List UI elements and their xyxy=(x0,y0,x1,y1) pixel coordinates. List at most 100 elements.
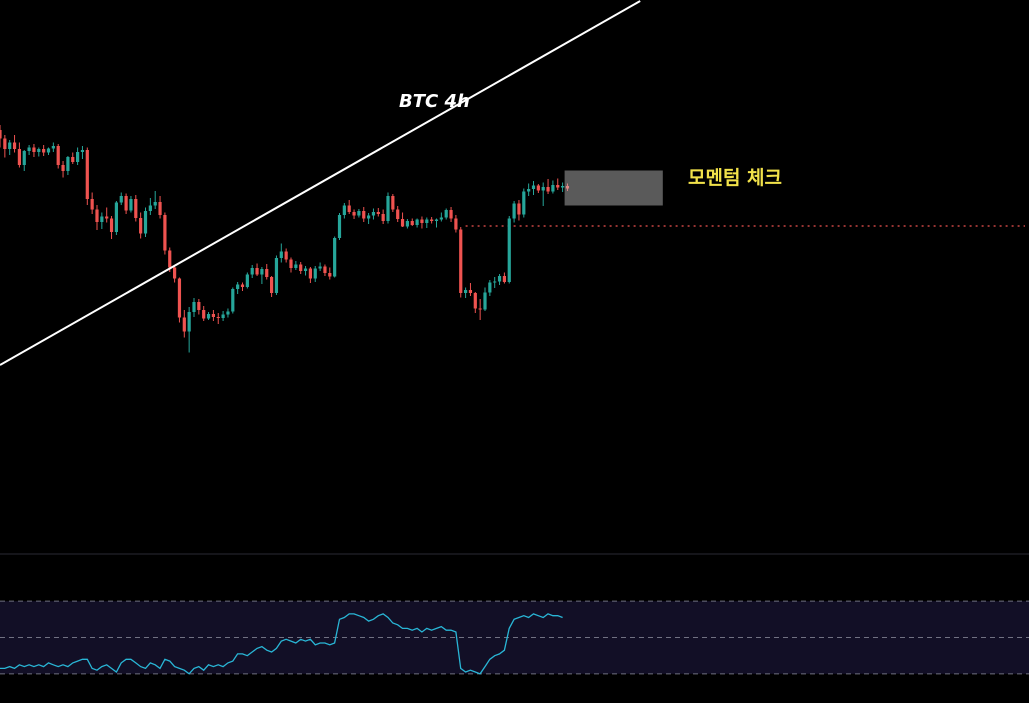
price-pane[interactable]: BTC 4h 모멘텀 체크 xyxy=(0,0,1025,366)
candle-body xyxy=(313,268,317,279)
candle-body xyxy=(434,219,439,221)
candle-body xyxy=(464,290,468,293)
candle-body xyxy=(284,251,288,260)
candle-body xyxy=(352,212,356,216)
candle-body xyxy=(381,214,385,221)
rsi-pane[interactable] xyxy=(0,600,1029,675)
candle-body xyxy=(134,199,138,218)
candle-body xyxy=(551,185,555,192)
candle-body xyxy=(270,277,274,293)
candle-body xyxy=(323,266,327,273)
candle-body xyxy=(12,142,17,149)
candle-body xyxy=(454,218,458,230)
candle-body xyxy=(391,196,395,210)
candle-body xyxy=(119,196,123,203)
candle-body xyxy=(430,219,434,221)
candle-body xyxy=(95,209,99,222)
candle-body xyxy=(27,147,31,151)
candle-body xyxy=(0,130,2,139)
candle-body xyxy=(124,196,128,211)
candle-body xyxy=(337,215,342,238)
candle-body xyxy=(415,219,419,225)
candle-body xyxy=(376,212,380,214)
candle-body xyxy=(502,276,506,282)
candle-body xyxy=(245,274,249,287)
candle-body xyxy=(357,211,361,216)
candle-body xyxy=(206,314,211,319)
candle-body xyxy=(347,205,351,212)
candle-body xyxy=(362,211,366,219)
candle-body xyxy=(250,268,254,275)
candle-body xyxy=(42,149,46,153)
candle-body xyxy=(168,250,172,268)
candle-body xyxy=(226,311,230,315)
candle-body xyxy=(400,219,405,227)
candle-body xyxy=(478,308,482,310)
rsi-line xyxy=(0,613,563,675)
candle-body xyxy=(265,269,269,277)
candle-body xyxy=(182,317,186,332)
candle-body xyxy=(299,264,303,271)
candle-body xyxy=(488,282,492,293)
candle-body xyxy=(22,151,26,165)
candle-body xyxy=(410,221,414,225)
candle-body xyxy=(236,284,240,289)
candle-body xyxy=(240,284,245,287)
candle-body xyxy=(556,185,560,188)
candle-body xyxy=(536,185,540,191)
candle-body xyxy=(328,273,332,277)
candle-body xyxy=(483,292,487,310)
candle-body xyxy=(507,218,511,282)
candle-body xyxy=(308,268,312,279)
candle-body xyxy=(61,165,65,171)
candlestick-series xyxy=(0,125,570,353)
candle-body xyxy=(405,221,409,227)
candle-body xyxy=(197,302,201,310)
highlight-zone xyxy=(564,170,663,206)
candle-body xyxy=(37,149,41,152)
candle-body xyxy=(221,314,225,318)
candle-body xyxy=(153,202,157,206)
candle-body xyxy=(32,147,36,152)
rsi-level-lines xyxy=(0,600,1029,675)
candle-body xyxy=(71,157,75,162)
candle-body xyxy=(497,276,502,282)
candle-body xyxy=(211,314,215,317)
candle-body xyxy=(289,259,293,268)
candle-body xyxy=(3,138,7,149)
candle-body xyxy=(425,219,429,223)
candle-body xyxy=(541,187,545,191)
momentum-annotation: 모멘텀 체크 xyxy=(688,167,782,189)
candle-body xyxy=(8,142,12,149)
candle-body xyxy=(546,187,550,192)
candle-body xyxy=(105,216,109,219)
candle-body xyxy=(46,148,51,153)
candle-body xyxy=(148,205,152,211)
candle-body xyxy=(255,268,259,275)
candle-body xyxy=(449,210,453,219)
candle-body xyxy=(139,218,143,234)
trend-line[interactable] xyxy=(0,0,641,366)
candle-body xyxy=(76,152,80,162)
candle-body xyxy=(303,268,308,271)
candle-body xyxy=(158,202,162,215)
candle-body xyxy=(177,278,182,318)
candle-body xyxy=(396,209,400,219)
candle-body xyxy=(342,205,346,215)
candle-body xyxy=(163,215,167,251)
candle-body xyxy=(56,146,60,165)
candle-body xyxy=(109,218,114,232)
candle-body xyxy=(565,186,570,189)
candle-body xyxy=(367,215,371,219)
candle-body xyxy=(274,258,279,293)
candle-body xyxy=(512,203,516,219)
candle-body xyxy=(318,266,322,269)
candle-body xyxy=(522,191,526,215)
candle-body xyxy=(527,189,531,192)
candle-body xyxy=(260,269,264,275)
candle-body xyxy=(187,312,191,332)
candle-body xyxy=(173,267,177,279)
candle-body xyxy=(444,210,448,218)
